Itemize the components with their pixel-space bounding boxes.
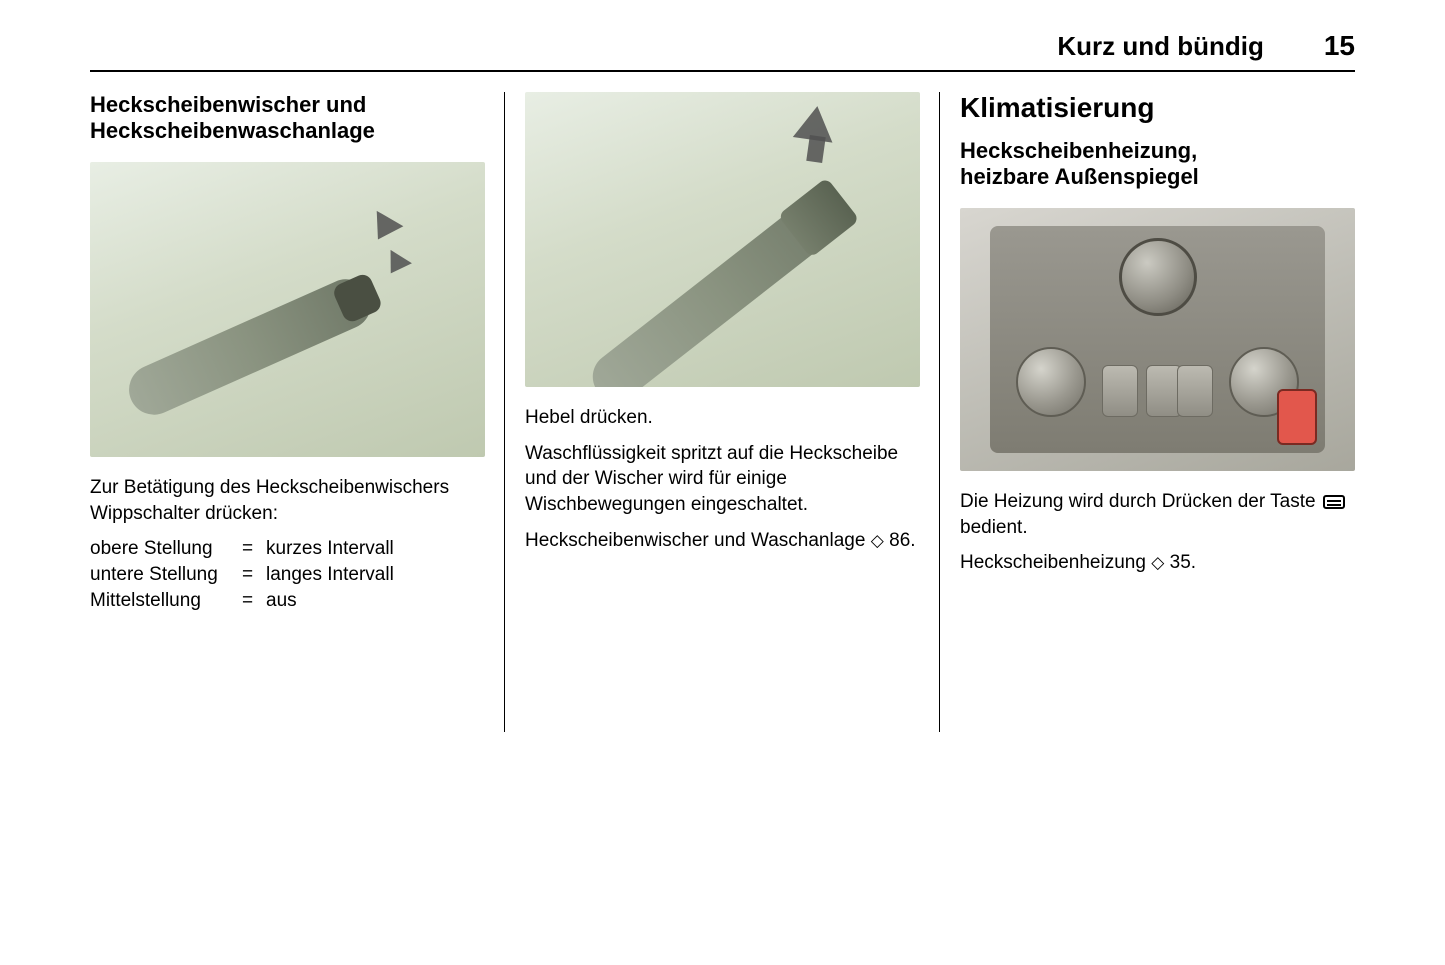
pos-value: kurzes Intervall xyxy=(266,536,394,562)
col2-p3-ref: 86. xyxy=(889,530,915,551)
col1-heading: Heckscheibenwischer und Heckscheibenwasc… xyxy=(90,92,485,144)
position-table: obere Stellung = kurzes Intervall untere… xyxy=(90,536,485,613)
col3-p2-prefix: Heckscheibenheizung xyxy=(960,552,1151,573)
page-header: Kurz und bündig 15 xyxy=(90,30,1355,72)
lever-knob-icon xyxy=(778,177,860,258)
column-3: Klimatisierung Heckscheibenheizung, heiz… xyxy=(940,92,1355,613)
console-button-icon xyxy=(1177,365,1213,417)
pos-value: langes Intervall xyxy=(266,562,394,588)
figure-climate-console xyxy=(960,208,1355,471)
col3-p1: Die Heizung wird durch Drücken der Taste… xyxy=(960,489,1355,540)
col3-p2-ref: 35. xyxy=(1170,552,1196,573)
table-row: untere Stellung = langes Intervall xyxy=(90,562,485,588)
col2-p3-prefix: Heckscheibenwischer und Waschanlage xyxy=(525,530,871,551)
pos-label: obere Stellung xyxy=(90,536,242,562)
column-2: Hebel drücken. Waschflüssigkeit spritzt … xyxy=(505,92,940,613)
col1-intro-text: Zur Betätigung des Heckscheibenwischers … xyxy=(90,475,485,526)
col2-p3: Heckscheibenwischer und Waschanlage 86. xyxy=(525,528,920,554)
column-1: Heckscheibenwischer und Heckscheibenwasc… xyxy=(90,92,505,613)
rear-heater-button-icon xyxy=(1323,495,1345,509)
pos-value: aus xyxy=(266,588,297,614)
col3-p1-prefix: Die Heizung wird durch Drücken der Taste xyxy=(960,491,1321,512)
arrow-stem-icon xyxy=(806,135,825,163)
equals-sign: = xyxy=(242,588,266,614)
table-row: obere Stellung = kurzes Intervall xyxy=(90,536,485,562)
equals-sign: = xyxy=(242,562,266,588)
dial-icon xyxy=(1119,238,1197,316)
reference-icon xyxy=(1151,552,1164,573)
figure-rear-wiper-rocker xyxy=(90,162,485,457)
equals-sign: = xyxy=(242,536,266,562)
arrow-icon xyxy=(365,211,404,247)
col3-sub-line1: Heckscheibenheizung, xyxy=(960,138,1197,163)
table-row: Mittelstellung = aus xyxy=(90,588,485,614)
content-columns: Heckscheibenwischer und Heckscheibenwasc… xyxy=(90,92,1355,613)
col1-heading-line1: Heckscheibenwischer und xyxy=(90,92,366,117)
col3-sub-line2: heizbare Außenspiegel xyxy=(960,164,1199,189)
pos-label: Mittelstellung xyxy=(90,588,242,614)
col1-heading-line2: Heckscheibenwaschanlage xyxy=(90,118,375,143)
section-title: Kurz und bündig xyxy=(1057,31,1264,62)
col3-p2: Heckscheibenheizung 35. xyxy=(960,550,1355,576)
highlighted-button-icon xyxy=(1277,389,1317,445)
lever-illustration xyxy=(583,182,857,387)
dial-icon xyxy=(1016,347,1086,417)
figure-washer-lever xyxy=(525,92,920,387)
arrow-icon xyxy=(380,250,412,280)
page-number: 15 xyxy=(1324,30,1355,62)
console-panel-illustration xyxy=(990,226,1325,453)
lever-illustration xyxy=(121,271,379,422)
col3-main-heading: Klimatisierung xyxy=(960,92,1355,124)
pos-label: untere Stellung xyxy=(90,562,242,588)
col2-p2: Waschflüssigkeit spritzt auf die Hecksch… xyxy=(525,441,920,518)
lever-tip-icon xyxy=(331,272,384,325)
col3-p1-suffix: bedient. xyxy=(960,517,1028,538)
console-button-icon xyxy=(1102,365,1138,417)
reference-icon xyxy=(871,530,884,551)
col2-p1: Hebel drücken. xyxy=(525,405,920,431)
col3-sub-heading: Heckscheibenheizung, heizbare Außenspieg… xyxy=(960,138,1355,190)
